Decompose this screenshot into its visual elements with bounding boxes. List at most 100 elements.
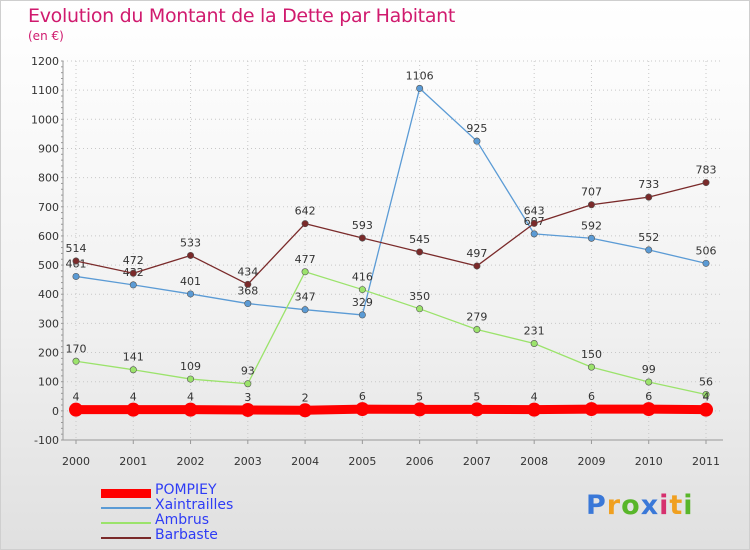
data-label: 141 xyxy=(123,351,144,364)
data-point xyxy=(69,402,83,417)
data-label: 642 xyxy=(295,205,316,218)
data-label: 350 xyxy=(409,290,430,303)
legend-swatch xyxy=(101,488,151,498)
data-label: 783 xyxy=(696,164,717,177)
y-tick-label: 200 xyxy=(38,347,59,360)
data-label: 6 xyxy=(645,390,652,403)
plot-area xyxy=(63,61,723,440)
y-tick-label: 100 xyxy=(38,376,59,389)
data-label: 477 xyxy=(295,253,316,266)
x-tick-label: 2001 xyxy=(119,455,147,468)
data-label: 4 xyxy=(130,391,137,404)
data-point xyxy=(416,84,424,92)
x-tick-label: 2003 xyxy=(234,455,262,468)
series-line-ambrus xyxy=(75,271,707,396)
data-point xyxy=(699,402,713,417)
x-tick-label: 2006 xyxy=(406,455,434,468)
data-point xyxy=(72,357,80,365)
data-point xyxy=(412,402,427,417)
legend-swatch xyxy=(101,507,151,509)
data-point xyxy=(587,234,595,242)
data-point xyxy=(240,402,255,417)
data-point xyxy=(530,230,538,238)
chart-title: Evolution du Montant de la Dette par Hab… xyxy=(28,5,456,27)
legend-item: Barbaste xyxy=(101,527,301,545)
data-label: 552 xyxy=(638,231,659,244)
logo-letter: i xyxy=(683,490,694,521)
data-label: 497 xyxy=(466,247,487,260)
data-point xyxy=(126,402,141,417)
logo-letter: r xyxy=(606,490,622,521)
data-label: 56 xyxy=(699,376,713,389)
data-label: 434 xyxy=(237,265,258,278)
data-point xyxy=(244,380,252,388)
data-label: 1106 xyxy=(406,69,434,82)
legend-label: Barbaste xyxy=(155,527,218,543)
data-point xyxy=(301,220,309,228)
data-point xyxy=(641,402,656,417)
data-label: 592 xyxy=(581,219,602,232)
y-tick-label: 1200 xyxy=(31,55,59,68)
data-point xyxy=(469,402,484,417)
data-label: 6 xyxy=(588,390,595,403)
logo-letter: P xyxy=(586,490,607,521)
data-point xyxy=(183,402,198,417)
x-tick-label: 2011 xyxy=(692,455,720,468)
data-label: 231 xyxy=(524,325,545,338)
data-label: 109 xyxy=(180,360,201,373)
data-label: 93 xyxy=(241,365,255,378)
legend-label: Xaintrailles xyxy=(155,497,234,513)
data-point xyxy=(584,402,599,417)
y-tick-label: 0 xyxy=(52,405,59,418)
data-point xyxy=(358,286,366,294)
logo-letter: t xyxy=(669,490,684,521)
data-point xyxy=(530,219,538,227)
legend-item: POMPIEY xyxy=(101,482,301,500)
data-point xyxy=(355,402,370,417)
y-tick-label: 900 xyxy=(38,142,59,155)
data-point xyxy=(473,326,481,334)
data-point xyxy=(587,201,595,209)
data-point xyxy=(645,246,653,254)
data-label: 401 xyxy=(180,275,201,288)
data-label: 347 xyxy=(295,291,316,304)
legend-item: Xaintrailles xyxy=(101,497,301,515)
data-label: 99 xyxy=(642,363,656,376)
data-label: 4 xyxy=(531,391,538,404)
proxiti-logo: Proxiti xyxy=(586,490,694,521)
data-point xyxy=(702,259,710,267)
legend-label: POMPIEY xyxy=(155,482,217,498)
chart-subtitle: (en €) xyxy=(28,29,64,43)
x-tick-label: 2010 xyxy=(635,455,663,468)
x-tick-label: 2005 xyxy=(348,455,376,468)
legend-swatch xyxy=(101,537,151,539)
y-tick-label: 800 xyxy=(38,172,59,185)
data-label: 3 xyxy=(244,391,251,404)
data-label: 506 xyxy=(696,244,717,257)
data-point xyxy=(473,262,481,270)
data-label: 4 xyxy=(703,391,710,404)
logo-letter: i xyxy=(659,490,670,521)
logo-letter: o xyxy=(621,490,641,521)
data-point xyxy=(129,281,137,289)
y-tick-label: 300 xyxy=(38,317,59,330)
data-label: 643 xyxy=(524,204,545,217)
data-point xyxy=(702,179,710,187)
data-point xyxy=(587,363,595,371)
data-label: 4 xyxy=(187,391,194,404)
legend-label: Ambrus xyxy=(155,512,210,528)
data-point xyxy=(301,268,309,276)
legend-swatch xyxy=(101,522,151,524)
data-label: 279 xyxy=(466,311,487,324)
y-tick-label: 400 xyxy=(38,288,59,301)
x-tick-label: 2000 xyxy=(62,455,90,468)
data-point xyxy=(187,251,195,259)
data-point xyxy=(645,378,653,386)
y-tick-label: 600 xyxy=(38,230,59,243)
y-tick-label: -100 xyxy=(34,434,59,447)
data-label: 5 xyxy=(416,390,423,403)
data-point xyxy=(645,193,653,201)
data-label: 170 xyxy=(66,342,87,355)
